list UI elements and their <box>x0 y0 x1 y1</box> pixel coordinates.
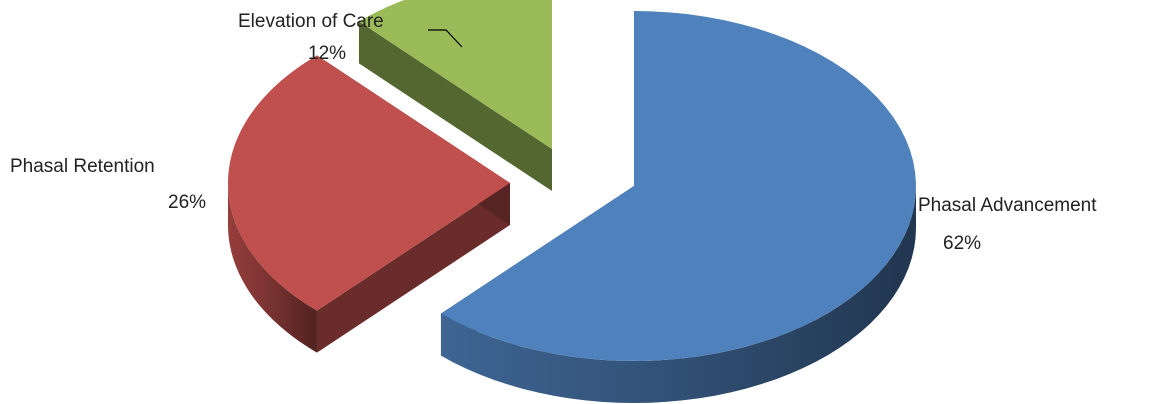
leader-line-elevation-of-care <box>428 29 463 48</box>
slice-top-elevation-of-care <box>358 0 552 149</box>
slice-edge-wall-elevation-of-care <box>358 21 552 191</box>
slice-label-elevation-of-care: Elevation of Care <box>238 11 384 32</box>
pie-tops <box>228 0 916 361</box>
slice-top-phasal-advancement <box>440 11 916 361</box>
slice-side-elevation-of-care <box>358 21 552 191</box>
slice-percent-phasal-advancement: 62% <box>943 233 981 254</box>
slice-percent-phasal-retention: 26% <box>168 192 206 213</box>
slice-name-phasal-advancement: Phasal Advancement <box>918 195 1097 216</box>
slice-outer-wall-phasal-advancement <box>440 186 916 403</box>
slice-top-phasal-retention <box>228 55 510 311</box>
slice-label-phasal-retention: Phasal Retention <box>10 156 155 177</box>
slice-percent-elevation-of-care: 12% <box>308 43 346 64</box>
slice-edge-wall-phasal-retention <box>316 183 510 353</box>
slice-label-phasal-advancement: Phasal Advancement <box>918 195 1097 216</box>
slice-outer-wall-phasal-retention <box>228 183 317 353</box>
